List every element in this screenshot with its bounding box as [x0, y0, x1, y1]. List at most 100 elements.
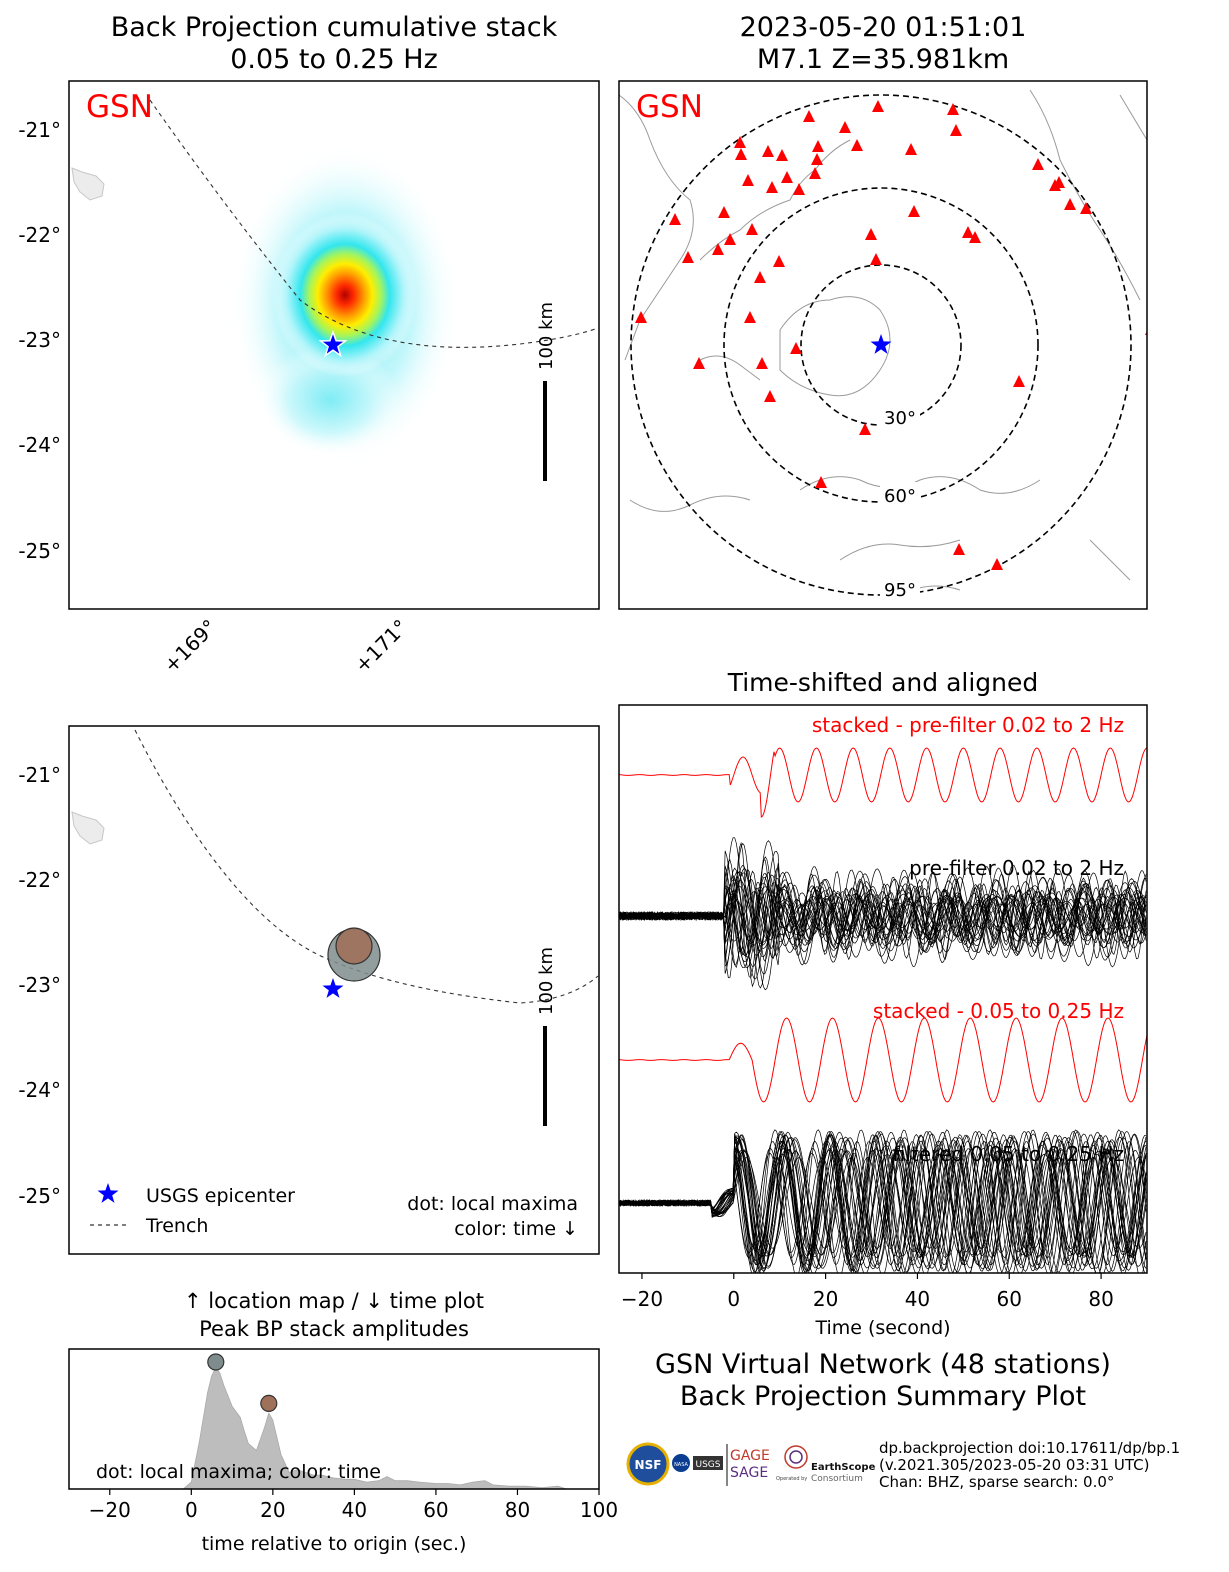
legend-star-icon — [97, 1183, 119, 1203]
station-triangle — [811, 153, 823, 165]
filtered-trace — [619, 1144, 1147, 1262]
station-triangle — [865, 228, 877, 240]
island-shape — [71, 167, 105, 201]
station-triangle — [746, 223, 758, 235]
peak-tick-label: −20 — [89, 1498, 131, 1522]
station-triangle — [1064, 198, 1076, 210]
footer-line3: Chan: BHZ, sparse search: 0.0° — [879, 1473, 1114, 1491]
peak-x-ticks: −20 0 20 40 60 80 100 — [89, 1489, 618, 1522]
lat-tick: -24° — [18, 1078, 61, 1102]
bp-title-line1: Back Projection cumulative stack — [111, 12, 558, 43]
station-triangle — [669, 213, 681, 225]
prefilter-trace — [619, 870, 1147, 963]
station-triangle — [756, 357, 768, 369]
station-triangle — [950, 124, 962, 136]
waveform-xlabel: Time (second) — [814, 1317, 950, 1339]
maxima-note-line2: color: time ↓ — [454, 1218, 578, 1240]
logo-strip: NSF NASA USGS GAGE SAGE Operated by Eart… — [626, 1442, 876, 1486]
nsf-logo: NSF — [626, 1442, 670, 1486]
bp-hotspot — [273, 213, 417, 377]
waveform-x-ticks: −20 0 20 40 60 80 — [621, 1273, 1114, 1311]
station-triangle — [742, 174, 754, 186]
station-triangle — [851, 139, 863, 151]
ring-label-bg — [880, 576, 920, 600]
nasa-logo: NASA — [672, 1454, 690, 1472]
maxima-note-line1: dot: local maxima — [407, 1193, 578, 1215]
maxima-dot-late — [335, 927, 373, 965]
peak-tick-label: 0 — [185, 1498, 198, 1522]
event-title-line2: M7.1 Z=35.981km — [757, 44, 1009, 75]
waveform-frame — [618, 704, 1148, 1274]
bp-map-frame — [68, 80, 600, 610]
lon-tick: +171° — [350, 615, 413, 678]
prefilter-trace — [619, 883, 1147, 959]
stacked-prefilter-trace — [619, 747, 1147, 818]
waveform-tick-label: 0 — [727, 1287, 740, 1311]
station-triangle — [712, 243, 724, 255]
waveform-tick-label: 40 — [905, 1287, 930, 1311]
peak-title-line1: ↑ location map / ↓ time plot — [184, 1289, 484, 1313]
scale-label: 100 km — [536, 302, 557, 370]
station-triangle — [872, 100, 884, 112]
station-triangle — [1053, 176, 1065, 188]
stations — [635, 100, 1147, 570]
lat-tick: -25° — [18, 539, 61, 563]
bp-map-panel: 100 km GSN -21° -22° -23° -24° -25° +169… — [18, 80, 600, 678]
svg-text:NASA: NASA — [674, 1462, 688, 1468]
waveform-tick-label: 60 — [997, 1287, 1022, 1311]
svg-text:Operated by: Operated by — [776, 1476, 807, 1482]
station-triangle — [969, 231, 981, 243]
earthscope-logo: Operated by EarthScope Consortium — [776, 1445, 876, 1484]
peak-maxima — [207, 1353, 278, 1413]
peak-note: dot: local maxima; color: time — [96, 1461, 381, 1483]
station-triangle — [764, 390, 776, 402]
maxima-map-frame — [68, 725, 600, 1255]
label-filtered: filtered 0.05 to 0.25 Hz — [893, 1142, 1124, 1166]
label-stack-prefilter: stacked - pre-filter 0.02 to 2 Hz — [812, 713, 1124, 737]
station-triangle — [766, 181, 778, 193]
lat-tick: -25° — [18, 1184, 61, 1208]
peak-title-line2: Peak BP stack amplitudes — [199, 1317, 469, 1341]
station-triangle — [762, 145, 774, 157]
station-triangle — [803, 110, 815, 122]
lat-tick: -22° — [18, 868, 61, 892]
station-triangle — [724, 233, 736, 245]
peak-maxima-dot — [207, 1353, 225, 1371]
peak-xlabel: time relative to origin (sec.) — [202, 1533, 467, 1555]
peak-tick-label: 100 — [580, 1498, 618, 1522]
station-triangle — [839, 121, 851, 133]
station-triangle — [953, 543, 965, 555]
epicenter-star — [318, 329, 348, 358]
filtered-trace — [619, 1140, 1147, 1266]
station-triangle — [776, 149, 788, 161]
footer-line1: dp.backprojection doi:10.17611/dp/bp.1 — [879, 1439, 1180, 1457]
label-stack-filtered: stacked - 0.05 to 0.25 Hz — [873, 999, 1124, 1023]
bp-title-line2: 0.05 to 0.25 Hz — [230, 44, 438, 75]
waveform-traces — [619, 747, 1147, 1273]
station-triangle — [793, 183, 805, 195]
svg-text:USGS: USGS — [696, 1460, 721, 1470]
station-triangle — [962, 226, 974, 238]
station-triangle — [1032, 158, 1044, 170]
ring-label: 30° — [884, 408, 916, 429]
trench-line — [149, 99, 599, 348]
peak-panel: ↑ location map / ↓ time plot Peak BP sta… — [68, 1289, 618, 1555]
station-triangle — [718, 206, 730, 218]
lat-ticks: -21° -22° -23° -24° -25° — [18, 118, 61, 563]
station-triangle — [991, 558, 1003, 570]
prefilter-trace — [619, 841, 1147, 988]
footer-line2: (v.2021.305/2023-05-20 03:31 UTC) — [879, 1456, 1149, 1474]
legend-epicenter-label: USGS epicenter — [146, 1185, 295, 1207]
svg-text:EarthScope: EarthScope — [811, 1462, 876, 1473]
station-triangle — [790, 342, 802, 354]
station-triangle — [812, 140, 824, 152]
station-triangle — [682, 251, 694, 263]
prefilter-trace — [619, 878, 1147, 966]
epicenter-star — [322, 978, 344, 998]
label-prefilter: pre-filter 0.02 to 2 Hz — [909, 856, 1124, 880]
waveform-tick-label: −20 — [621, 1287, 663, 1311]
maxima-map-panel: 100 km USGS epicenter Trench dot: local … — [18, 725, 600, 1255]
station-map-frame — [618, 80, 1148, 610]
peak-tick-label: 60 — [423, 1498, 448, 1522]
